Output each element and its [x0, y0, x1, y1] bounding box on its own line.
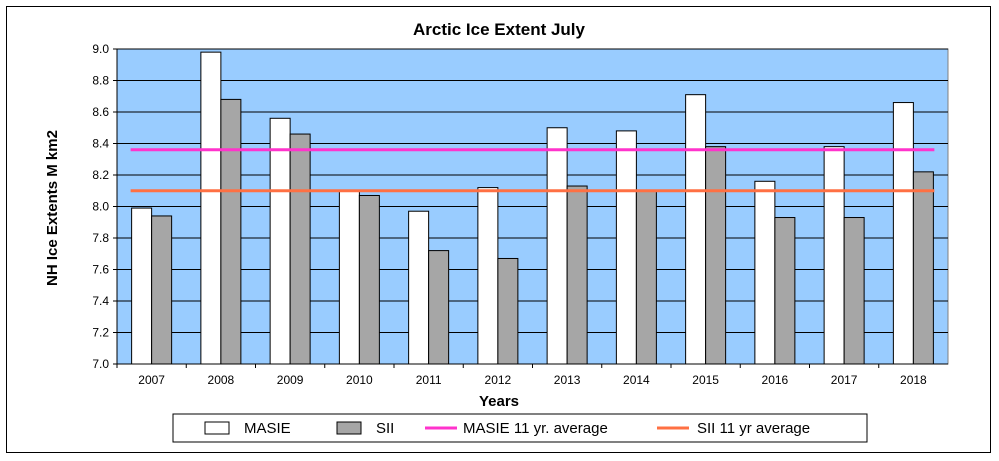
x-axis-label: Years [479, 393, 519, 410]
legend-label-masie-11-yr-average: MASIE 11 yr. average [463, 420, 608, 437]
chart-title: Arctic Ice Extent July [413, 20, 586, 39]
y-tick-label: 7.2 [92, 326, 109, 340]
x-tick-label: 2008 [208, 373, 235, 387]
bar-masie-2008 [200, 51, 222, 365]
legend-label-sii: SII [376, 420, 394, 437]
bar-masie-2017 [823, 146, 845, 365]
bar-sii-2016 [774, 217, 796, 365]
x-tick-label: 2007 [138, 373, 165, 387]
x-tick-label: 2015 [692, 373, 719, 387]
y-axis-label: NH Ice Extents M km2 [44, 130, 61, 286]
bar-masie-2010 [338, 190, 360, 365]
bar-sii-2014 [635, 190, 657, 365]
reference-lines [130, 148, 935, 193]
chart: Arctic Ice Extent July 7.0 7.2 7.4 7.6 7.8 8.… [44, 20, 949, 443]
x-tick-label: 2011 [416, 373, 442, 387]
bar-masie-2009 [269, 117, 291, 365]
bar-masie-2014 [615, 130, 637, 365]
legend-label-sii-11-yr-average: SII 11 yr average [697, 420, 810, 437]
y-tick-label: 7.8 [92, 231, 109, 245]
x-tick-label: 2010 [346, 373, 373, 387]
y-tick-label: 8.0 [92, 200, 109, 214]
bar-masie-2012 [477, 187, 499, 365]
legend-swatch-masie [204, 421, 230, 435]
bar-sii-2007 [151, 215, 173, 365]
x-tick-label: 2009 [277, 373, 304, 387]
x-tick-label: 2017 [831, 373, 858, 387]
y-axis: 7.0 7.2 7.4 7.6 7.8 8.0 8.2 8.4 8.6 8.8 9.0 [92, 42, 118, 371]
legend: MASIE SII MASIE 11 yr. average SII 11 yr av… [172, 413, 868, 443]
bar-sii-2012 [497, 257, 519, 365]
bar-sii-2015 [705, 146, 727, 365]
x-tick-label: 2012 [485, 373, 512, 387]
y-tick-label: 8.2 [92, 168, 109, 182]
x-tick-label: 2014 [623, 373, 650, 387]
bar-sii-2010 [358, 194, 380, 365]
bar-sii-2017 [843, 217, 865, 365]
legend-label-masie: MASIE [244, 420, 291, 437]
x-tick-label: 2013 [554, 373, 581, 387]
bar-sii-2008 [220, 98, 242, 365]
chart-frame: Arctic Ice Extent July 7.0 7.2 7.4 7.6 7.8 8.… [6, 6, 991, 453]
y-tick-label: 8.8 [92, 74, 109, 88]
y-tick-label: 7.6 [92, 263, 109, 277]
legend-swatch-sii [336, 421, 362, 435]
x-tick-label: 2016 [762, 373, 789, 387]
bar-masie-2007 [131, 207, 153, 365]
y-tick-label: 7.0 [92, 357, 109, 371]
bar-sii-2018 [912, 171, 934, 365]
bar-masie-2015 [685, 94, 707, 365]
legend-box [172, 413, 868, 443]
bar-sii-2013 [566, 185, 588, 365]
bar-masie-2011 [408, 210, 430, 365]
bar-sii-2009 [289, 133, 311, 365]
bar-masie-2013 [546, 127, 568, 365]
y-tick-label: 9.0 [92, 42, 109, 56]
bar-masie-2018 [892, 102, 914, 365]
bars [131, 51, 934, 365]
x-tick-label: 2018 [900, 373, 927, 387]
y-tick-label: 7.4 [92, 294, 109, 308]
bar-sii-2011 [428, 250, 450, 365]
x-axis: 2007 2008 2009 2010 2011 2012 2013 2014 2015 2016… [116, 363, 948, 387]
y-tick-label: 8.6 [92, 105, 109, 119]
y-tick-label: 8.4 [92, 137, 109, 151]
bar-masie-2016 [754, 180, 776, 365]
